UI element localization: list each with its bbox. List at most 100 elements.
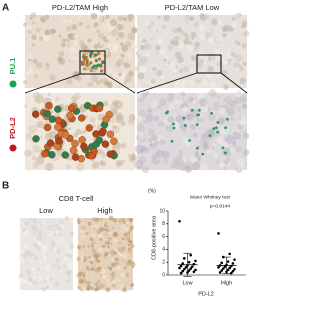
texture [109, 231, 113, 235]
texture [64, 215, 70, 221]
data-point [217, 232, 220, 235]
zoom-line [220, 72, 248, 94]
texture [90, 225, 94, 229]
texture [167, 116, 174, 123]
texture [112, 231, 119, 238]
texture [190, 55, 197, 62]
data-point [220, 269, 223, 272]
texture [64, 256, 70, 262]
texture [243, 27, 247, 32]
texture [74, 92, 82, 100]
texture [100, 152, 106, 159]
texture [235, 106, 241, 112]
micrographs [18, 12, 250, 293]
texture [95, 284, 99, 287]
texture [199, 97, 208, 107]
cell [71, 153, 80, 161]
zoom-box [79, 50, 106, 75]
texture [108, 275, 114, 281]
texture [79, 40, 85, 46]
texture [241, 126, 247, 131]
texture [49, 231, 54, 235]
texture [44, 30, 50, 36]
cell [41, 150, 49, 158]
texture [149, 143, 153, 147]
texture [42, 258, 46, 262]
texture [134, 66, 140, 71]
cell [31, 110, 40, 118]
texture [198, 33, 206, 41]
cell [89, 61, 93, 65]
texture [110, 249, 116, 256]
texture [43, 279, 47, 283]
cell [85, 124, 93, 132]
texture [55, 246, 59, 250]
texture [19, 249, 24, 254]
texture [92, 249, 97, 254]
data-point [189, 267, 192, 270]
column-header: Low [39, 206, 53, 215]
texture [126, 231, 131, 235]
texture [190, 68, 194, 72]
texture [120, 120, 126, 127]
texture [68, 19, 73, 24]
texture [152, 66, 157, 71]
texture [63, 265, 67, 268]
texture [112, 84, 116, 88]
texture [190, 31, 197, 38]
cell [221, 146, 225, 150]
texture [148, 138, 152, 143]
data-point [220, 261, 223, 265]
texture [223, 84, 229, 90]
texture [180, 91, 186, 97]
texture [91, 161, 100, 169]
data-point [226, 268, 230, 272]
texture [221, 58, 228, 65]
texture [173, 99, 180, 105]
y-tick-label: 10 [159, 208, 165, 214]
cell [212, 127, 216, 131]
texture [165, 123, 175, 133]
texture [111, 266, 114, 269]
cell [97, 57, 101, 61]
cell [225, 117, 229, 121]
texture [216, 60, 223, 67]
texture [239, 118, 247, 127]
texture [147, 108, 153, 114]
data-point [183, 257, 186, 260]
texture [147, 25, 152, 30]
panel-label: B [2, 181, 9, 192]
texture [90, 273, 94, 277]
texture [86, 287, 90, 291]
texture [96, 15, 104, 22]
texture [117, 15, 124, 22]
texture [85, 272, 89, 276]
texture [176, 27, 183, 33]
texture [157, 121, 164, 128]
texture [220, 127, 229, 135]
x-tick-label: Low [182, 280, 192, 286]
texture [68, 268, 71, 272]
texture [232, 141, 237, 145]
texture [104, 238, 109, 243]
texture [161, 24, 167, 30]
texture [161, 150, 170, 159]
texture [111, 262, 117, 267]
cell [106, 130, 115, 138]
texture [163, 14, 171, 22]
texture [80, 43, 88, 51]
texture [112, 284, 116, 288]
texture [217, 95, 221, 99]
texture [155, 157, 159, 161]
texture [157, 15, 161, 20]
texture [209, 82, 217, 90]
texture [90, 256, 96, 262]
texture [80, 221, 84, 225]
texture [150, 100, 158, 108]
texture [121, 287, 127, 293]
texture [77, 240, 81, 244]
texture [50, 241, 56, 248]
texture [132, 156, 136, 160]
texture [202, 143, 210, 151]
texture [201, 79, 209, 87]
